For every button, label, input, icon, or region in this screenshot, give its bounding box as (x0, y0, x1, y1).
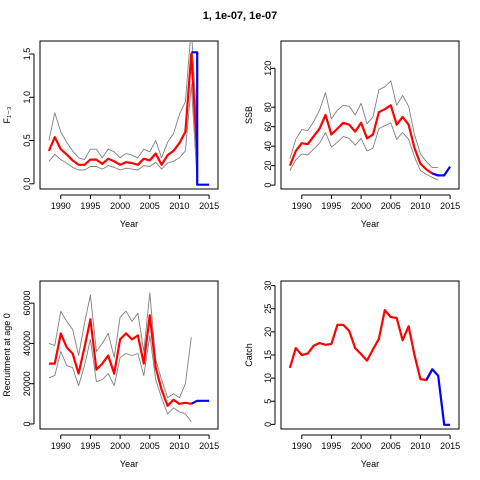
y-axis-label: F₁₋₃ (2, 106, 12, 123)
x-axis-label: Year (120, 459, 138, 469)
x-tick-label: 2015 (440, 201, 460, 211)
x-tick-label: 2000 (110, 441, 130, 451)
x-tick-label: 2000 (351, 201, 371, 211)
plot-frame (280, 280, 460, 430)
y-tick-label: 120 (263, 61, 273, 76)
x-tick-label: 1995 (321, 201, 341, 211)
x-tick-label: 2010 (410, 201, 430, 211)
y-axis-label: Recruitment at age 0 (2, 313, 12, 397)
y-tick-label: 1.5 (22, 48, 32, 61)
upper-bound-line (289, 80, 439, 169)
x-tick-label: 1995 (321, 441, 341, 451)
x-tick-label: 2000 (110, 201, 130, 211)
y-tick-label: 60 (263, 122, 273, 132)
x-tick-label: 1990 (51, 441, 71, 451)
y-tick-label: 20 (263, 161, 273, 171)
x-axis-label: Year (120, 219, 138, 229)
y-tick-label: 0.5 (22, 134, 32, 147)
projection-line (190, 399, 210, 405)
upper-bound-line (48, 41, 198, 161)
lower-bound-line (289, 122, 439, 181)
y-tick-label: 60000 (22, 291, 32, 316)
y-axis-label: SSB (244, 106, 254, 124)
plot-frame (280, 40, 460, 190)
x-tick-label: 2005 (140, 201, 160, 211)
x-tick-label: 1990 (292, 441, 312, 451)
estimate-line (288, 104, 439, 177)
projection-line (191, 51, 210, 186)
x-tick-label: 2015 (440, 441, 460, 451)
x-tick-label: 1995 (80, 201, 100, 211)
x-axis-label: Year (361, 459, 379, 469)
x-tick-label: 2015 (199, 441, 219, 451)
y-axis-label: Catch (244, 343, 254, 367)
lower-bound-line (48, 334, 192, 423)
x-tick-label: 2000 (351, 441, 371, 451)
x-tick-label: 1995 (80, 441, 100, 451)
x-tick-label: 1990 (51, 201, 71, 211)
lower-bound-line (48, 83, 198, 183)
y-tick-label: 20000 (22, 371, 32, 396)
y-tick-label: 1.0 (22, 91, 32, 104)
estimate-line (48, 314, 192, 407)
x-tick-label: 2005 (381, 201, 401, 211)
y-tick-label: 10 (263, 373, 273, 383)
x-tick-label: 2010 (169, 441, 189, 451)
x-tick-label: 2010 (410, 441, 430, 451)
y-tick-label: 0 (263, 183, 273, 188)
panel-ssb: 1990 1995 2000 2005 2010 2015 0 20 40 60 80 120 Year… (244, 40, 460, 229)
panel-recruitment: 1990 1995 2000 2005 2010 2015 0 20000 40000 60000… (2, 280, 219, 469)
plot-frame (39, 40, 219, 190)
x-tick-label: 2005 (381, 441, 401, 451)
y-tick-label: 40 (263, 141, 273, 151)
x-tick-label: 2015 (199, 201, 219, 211)
x-tick-label: 2005 (140, 441, 160, 451)
projection-line (431, 165, 452, 177)
upper-bound-line (48, 292, 192, 399)
x-tick-label: 2010 (169, 201, 189, 211)
y-tick-label: 5 (263, 399, 273, 404)
x-tick-label: 1990 (292, 201, 312, 211)
estimate-line (288, 309, 434, 382)
x-axis-label: Year (361, 219, 379, 229)
panel-catch: 1990 1995 2000 2005 2010 2015 0 5 10 15 20 25 30 Year… (244, 280, 460, 469)
estimate-line (47, 52, 199, 166)
y-tick-label: 0 (263, 422, 273, 427)
y-tick-label: 0 (22, 421, 32, 426)
plot-frame (39, 280, 219, 430)
y-tick-label: 30 (263, 281, 273, 291)
y-tick-label: 20 (263, 327, 273, 337)
y-tick-label: 0.0 (22, 178, 32, 191)
panel-fishing-mortality: 1990 1995 2000 2005 2010 2015 0.0 0.5 1.0 1.5 Year… (2, 40, 219, 229)
main-title: 1, 1e-07, 1e-07 (202, 10, 278, 22)
y-tick-label: 40000 (22, 331, 32, 356)
y-tick-label: 25 (263, 304, 273, 314)
y-tick-label: 80 (263, 102, 273, 112)
y-tick-label: 15 (263, 350, 273, 360)
projection-line (425, 368, 451, 426)
